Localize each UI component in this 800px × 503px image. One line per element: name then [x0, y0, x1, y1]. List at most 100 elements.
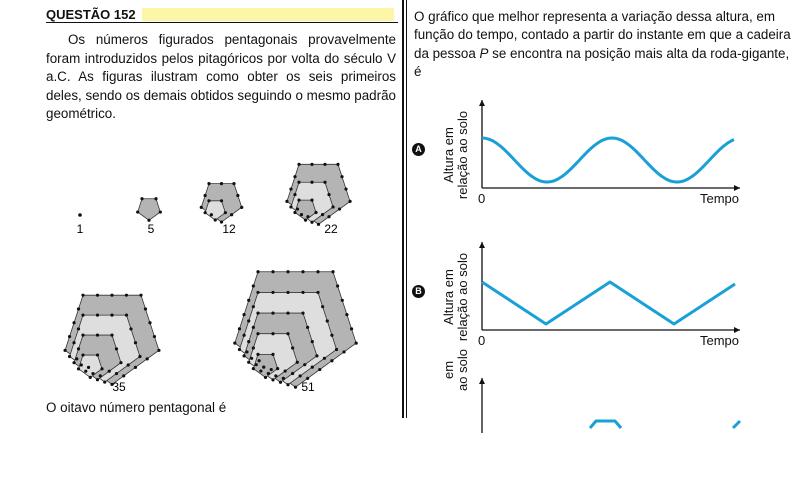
figure-dot [345, 312, 349, 317]
figure-dot [323, 180, 327, 184]
stem-text-2: se encontra na posição mais alta da roda… [414, 45, 790, 80]
figure-dot [81, 333, 85, 337]
figure-dot [251, 305, 255, 309]
figure-dot [274, 374, 278, 378]
figure-label: 12 [222, 222, 236, 236]
figure-dot [303, 218, 308, 222]
figure-dot [316, 222, 321, 226]
figure-dot [340, 175, 344, 179]
figure-dot [152, 334, 157, 339]
figure-dot [78, 213, 82, 217]
figure-dot [271, 311, 275, 315]
figure-dot [154, 197, 158, 201]
figure-dot [95, 293, 100, 297]
figure-dot [306, 325, 310, 329]
figure-dot [322, 356, 327, 360]
figure-dot [67, 334, 72, 339]
figure-label: 51 [301, 380, 315, 394]
question-intro: Os números figurados pentagonais provave… [46, 32, 396, 121]
figure-dot [147, 218, 151, 222]
y-axis-arrow [479, 378, 485, 384]
figure-dot [75, 357, 79, 361]
figure-dot [269, 367, 273, 372]
figure-dot [157, 348, 161, 352]
figure-dot [67, 354, 72, 359]
y-axis-arrow [479, 100, 485, 106]
figure-dot [330, 359, 334, 363]
figure-dot [86, 365, 91, 369]
figure-dot [336, 284, 340, 288]
figure-dot [310, 180, 314, 184]
figure-dot [140, 197, 144, 201]
figure-dot [256, 270, 260, 274]
figure-dot [297, 198, 301, 202]
question-header: QUESTÃO 152 [46, 7, 398, 23]
x-axis-arrow [734, 185, 740, 191]
figure-dot [298, 374, 302, 378]
figure-dot [219, 181, 224, 186]
figure-dot [223, 211, 227, 215]
stem-variable: P [479, 45, 489, 61]
option-c-graph [479, 378, 742, 433]
figure-dot [100, 367, 104, 371]
figure-dot [219, 220, 224, 224]
figure-dot [295, 360, 299, 364]
left-column: QUESTÃO 152 Os números figurados pentago… [0, 0, 400, 418]
option-b[interactable]: B Altura em relação ao solo 0 Tempo [410, 237, 800, 367]
option-a-graph [479, 100, 740, 191]
figure-dot [103, 380, 107, 384]
height-curve [588, 419, 742, 430]
pentagon-layer [137, 198, 161, 221]
figure-dot [203, 211, 207, 215]
figure-dot [256, 332, 260, 336]
figure-dot [124, 293, 129, 297]
figure-dot [303, 363, 307, 367]
figure-dot [81, 313, 85, 317]
figure-dot [306, 215, 310, 219]
figure-dot [251, 284, 255, 288]
figure-dot [98, 374, 102, 378]
figure-dot [315, 354, 319, 358]
option-letter-badge: A [412, 143, 425, 156]
x-axis-label: Tempo [700, 191, 740, 206]
figure-dot [251, 346, 255, 350]
question-title: QUESTÃO 152 [46, 7, 136, 22]
figure-dot [95, 353, 100, 357]
figure-dot [297, 180, 301, 184]
x-axis-origin-label: 0 [478, 333, 486, 348]
option-c[interactable]: em ao solo [410, 349, 800, 503]
figure-dot [301, 290, 305, 295]
figure-dot [342, 350, 346, 354]
figure-dot [247, 298, 251, 302]
figure-dot [266, 371, 270, 376]
figure-dot [340, 298, 344, 302]
figure-dot [310, 365, 314, 369]
option-a[interactable]: A Altura em relação ao solo 0 Tempo [410, 95, 800, 225]
figure-dot [331, 270, 335, 274]
figure-dot [207, 181, 211, 186]
figure-dot [126, 363, 130, 367]
figure-dot [295, 207, 300, 211]
figure-dot [133, 365, 138, 369]
figure-dot [310, 198, 314, 202]
figure-dot [230, 213, 234, 217]
figure-dot [293, 385, 298, 389]
figure-dot [76, 327, 81, 331]
figure-dot [271, 352, 275, 356]
figure-dot [242, 354, 246, 358]
figure-dot [72, 341, 76, 345]
figure-dot [110, 293, 114, 297]
figure-dot [291, 371, 295, 376]
pentagonal-figure [285, 162, 352, 226]
figure-dot [254, 363, 258, 367]
figure-dot [139, 293, 143, 297]
figure-dot [138, 354, 142, 359]
figure-dot [321, 305, 325, 309]
figure-dot [242, 333, 246, 337]
figure-dot [310, 162, 314, 166]
pentagonal-figures: 1 5 12 22 35 51 [63, 162, 358, 394]
pentagonal-figure [63, 293, 161, 387]
figure-dot [207, 199, 211, 203]
figure-dot [240, 205, 244, 209]
figure-dot [297, 162, 301, 166]
